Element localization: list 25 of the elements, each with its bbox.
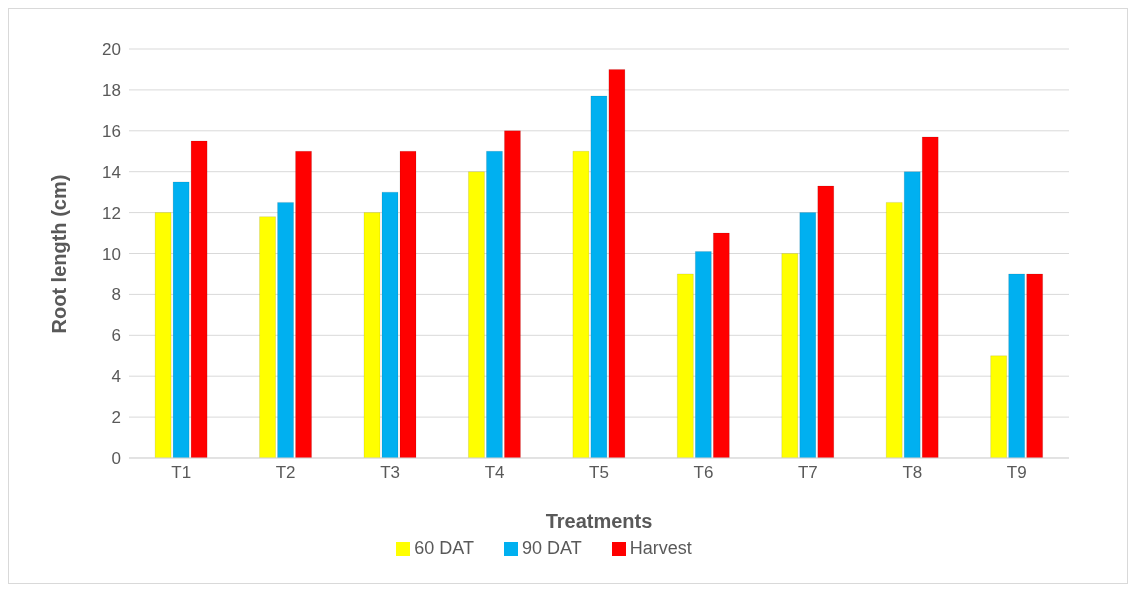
- x-tick-label: T5: [589, 463, 609, 483]
- y-tick-label: 14: [102, 162, 121, 182]
- legend-label: Harvest: [629, 538, 692, 558]
- x-tick-label: T3: [380, 463, 401, 483]
- x-tick-label: T4: [484, 463, 505, 483]
- x-tick-label: T1: [171, 463, 192, 483]
- y-tick-label: 10: [102, 244, 121, 264]
- x-tick-label: T8: [902, 463, 923, 483]
- x-tick-label: T6: [693, 463, 714, 483]
- legend-label: 60 DAT: [414, 538, 474, 558]
- y-tick-label: 0: [111, 449, 121, 469]
- x-axis-title: Treatments: [545, 510, 653, 532]
- x-tick-label: T7: [797, 463, 818, 483]
- y-tick-label: 20: [102, 40, 121, 60]
- y-tick-label: 4: [111, 367, 121, 387]
- y-tick-label: 16: [102, 121, 121, 141]
- x-tick-label: T9: [1006, 463, 1027, 483]
- y-tick-label: 8: [111, 285, 121, 305]
- legend-label: 90 DAT: [521, 538, 582, 558]
- y-tick-label: 2: [111, 408, 121, 428]
- y-axis-title: Root length (cm): [48, 174, 71, 334]
- y-tick-label: 12: [102, 203, 121, 223]
- x-tick-label: T2: [275, 463, 296, 483]
- y-tick-label: 6: [111, 326, 121, 346]
- y-tick-label: 18: [102, 80, 121, 100]
